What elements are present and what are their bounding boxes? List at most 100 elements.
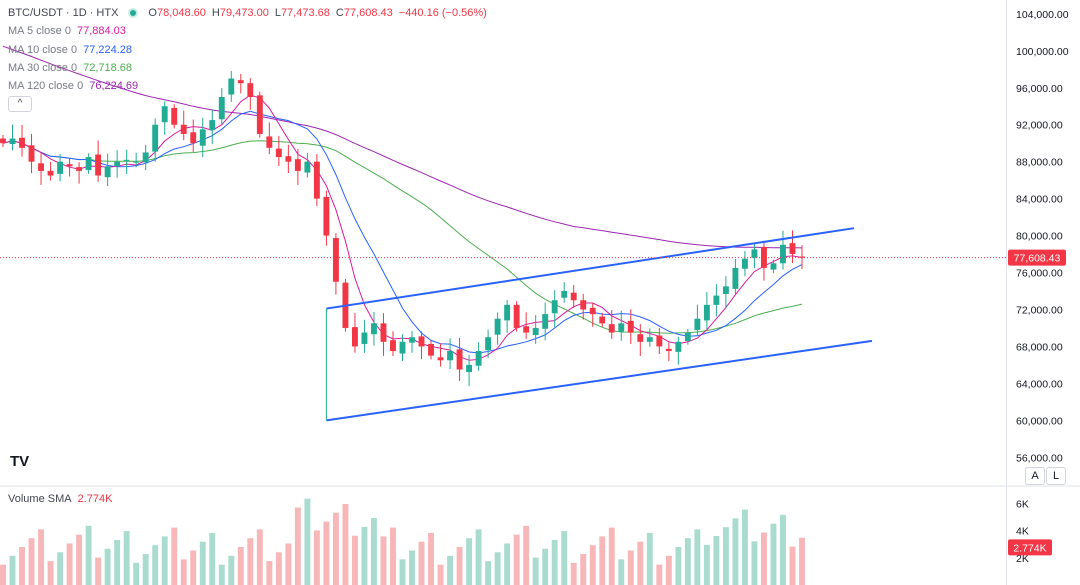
candle-body: [761, 246, 767, 268]
volume-bar: [665, 555, 672, 585]
volume-bar: [342, 503, 349, 585]
candle-body: [95, 154, 102, 176]
volume-bar: [361, 526, 368, 585]
candle-body: [542, 314, 549, 329]
volume-value: 2.774K: [77, 493, 113, 505]
candle-body: [361, 332, 368, 344]
volume-tick-label: 6K: [1016, 499, 1029, 511]
auto-scale-button[interactable]: A: [1025, 467, 1045, 485]
volume-bar: [485, 561, 492, 585]
candle-body: [523, 326, 530, 333]
y-tick-label: 64,000.00: [1016, 378, 1063, 390]
y-tick-label: 72,000.00: [1016, 304, 1063, 316]
tradingview-logo-icon[interactable]: TV: [10, 453, 30, 470]
lower-channel-line[interactable]: [326, 339, 873, 422]
chevron-up-icon[interactable]: ^: [8, 96, 32, 112]
ma120-row[interactable]: MA 120 close 0 76,224.69: [8, 77, 487, 95]
volume-bar: [523, 525, 530, 585]
volume-bar: [761, 532, 767, 585]
candle-body: [504, 304, 511, 321]
close-label: C: [335, 7, 344, 19]
ma5-row[interactable]: MA 5 close 0 77,884.03: [8, 22, 487, 40]
volume-bar: [599, 536, 606, 585]
volume-bar: [390, 527, 396, 585]
ma10-row[interactable]: MA 10 close 0 77,224.28: [8, 41, 487, 59]
last-price-label: 77,608.43: [1014, 253, 1061, 265]
open-value: 78,048.60: [156, 7, 206, 19]
volume-bar: [114, 539, 121, 585]
candle-body: [266, 136, 273, 148]
volume-bar: [332, 512, 339, 585]
ma5-line: [2, 94, 803, 361]
volume-bar: [656, 564, 663, 585]
candle-body: [390, 340, 396, 352]
volume-bar: [28, 538, 35, 585]
y-tick-label: 80,000.00: [1016, 231, 1063, 243]
candle-body: [637, 334, 644, 342]
volume-bar: [789, 546, 796, 585]
volume-bar: [66, 543, 73, 585]
market-status-icon: [128, 8, 139, 19]
volume-bar: [456, 547, 463, 585]
upper-channel-line[interactable]: [326, 227, 855, 310]
candle-body: [599, 316, 606, 324]
candle-body: [0, 138, 6, 144]
candle-body: [142, 152, 149, 163]
candle-body: [38, 163, 44, 171]
candle-body: [703, 304, 710, 321]
candle-body: [247, 83, 254, 97]
candle-body: [551, 300, 558, 314]
y-tick-label: 88,000.00: [1016, 157, 1063, 169]
volume-bar: [551, 539, 558, 585]
volume-bar: [85, 525, 92, 585]
candle-body: [580, 300, 587, 310]
volume-label: Volume SMA: [8, 493, 72, 505]
volume-bar: [380, 536, 387, 585]
candle-body: [494, 318, 501, 335]
symbol-label[interactable]: BTC/USDT · 1D · HTX: [8, 7, 119, 19]
candle-body: [237, 80, 244, 84]
volume-bar: [437, 564, 444, 585]
volume-bar: [713, 536, 720, 585]
candle-body: [456, 349, 463, 370]
volume-bar: [741, 509, 748, 585]
log-scale-button[interactable]: L: [1046, 467, 1066, 485]
candle-body: [561, 291, 568, 298]
candle-body: [190, 132, 197, 144]
candle-body: [228, 78, 235, 95]
candle-body: [799, 256, 805, 258]
y-tick-label: 100,000.00: [1016, 46, 1069, 58]
volume-bar: [133, 562, 140, 585]
candle-body: [180, 124, 187, 134]
ma30-row[interactable]: MA 30 close 0 72,718.68: [8, 59, 487, 77]
volume-bar: [504, 543, 511, 585]
candle-body: [294, 159, 301, 171]
volume-bar: [95, 557, 102, 585]
open-label: O: [148, 7, 157, 19]
candle-body: [85, 157, 92, 171]
candle-body: [218, 97, 225, 120]
y-tick-label: 96,000.00: [1016, 83, 1063, 95]
candle-body: [466, 364, 473, 373]
candle-body: [770, 263, 777, 270]
candle-body: [608, 324, 615, 333]
candle-body: [646, 337, 653, 342]
volume-bar: [171, 527, 178, 585]
candle-body: [589, 307, 596, 315]
volume-bar: [142, 554, 149, 585]
ma120-value: 76,224.69: [89, 80, 139, 93]
candle-body: [323, 196, 330, 236]
candle-body: [332, 238, 339, 282]
candle-body: [741, 258, 748, 269]
volume-bar: [190, 550, 197, 585]
ohlc-row: BTC/USDT · 1D · HTX O78,048.60 H79,473.0…: [8, 4, 487, 22]
y-tick-label: 56,000.00: [1016, 452, 1063, 464]
volume-bar: [180, 559, 187, 585]
candle-body: [19, 137, 25, 148]
candle-body: [161, 106, 168, 123]
volume-bar: [627, 550, 634, 585]
volume-legend: Volume SMA 2.774K: [8, 493, 112, 505]
candle-body: [133, 161, 140, 163]
volume-bar: [703, 544, 710, 585]
